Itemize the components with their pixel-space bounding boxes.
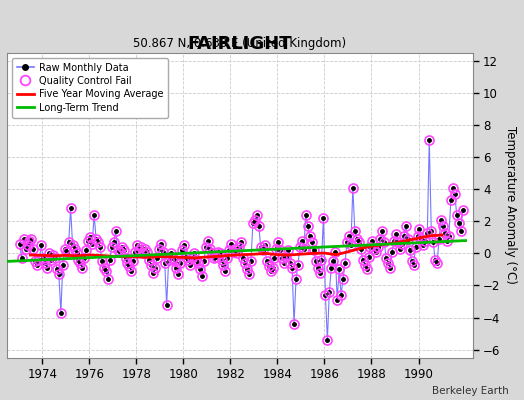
Text: Berkeley Earth: Berkeley Earth bbox=[432, 386, 508, 396]
Text: 50.867 N, 0.633 E (United Kingdom): 50.867 N, 0.633 E (United Kingdom) bbox=[133, 37, 346, 50]
Legend: Raw Monthly Data, Quality Control Fail, Five Year Moving Average, Long-Term Tren: Raw Monthly Data, Quality Control Fail, … bbox=[12, 58, 168, 118]
Title: FAIRLIGHT: FAIRLIGHT bbox=[188, 35, 292, 53]
Y-axis label: Temperature Anomaly (°C): Temperature Anomaly (°C) bbox=[504, 126, 517, 284]
